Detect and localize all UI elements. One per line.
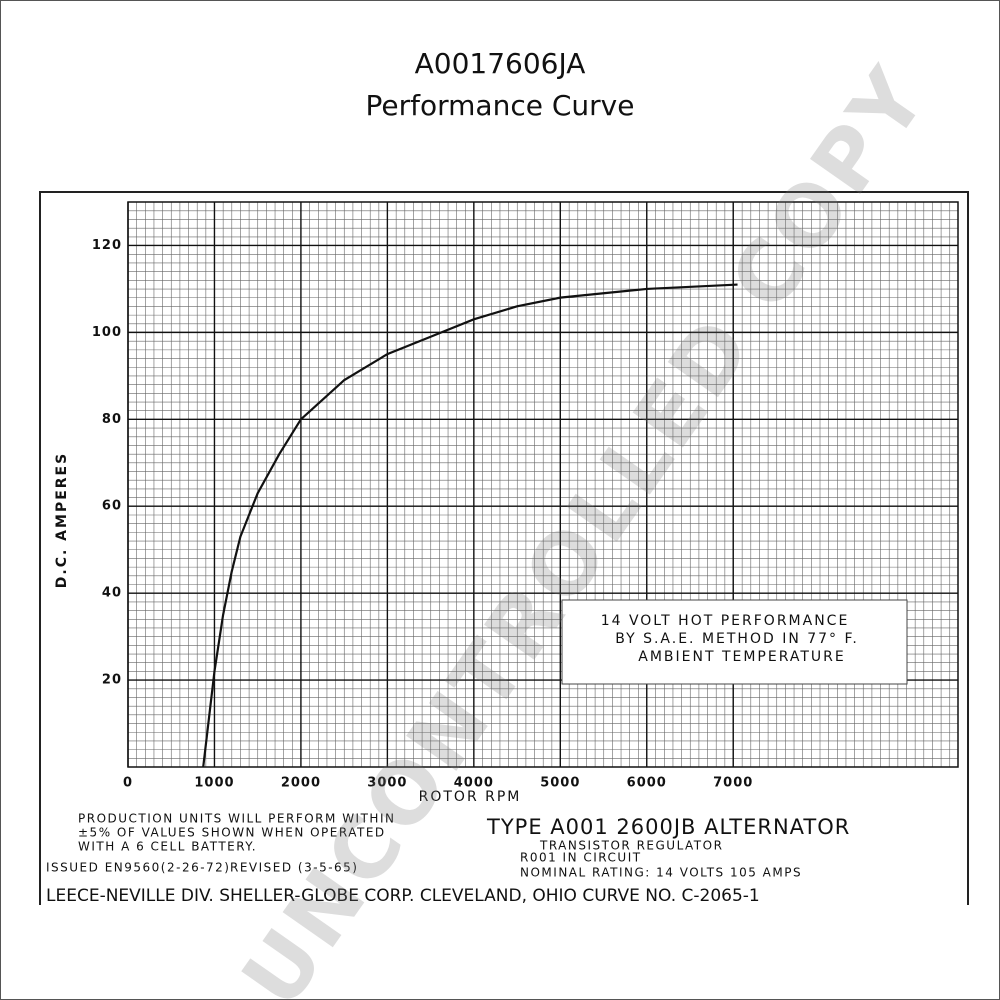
annotation: BY S.A.E. METHOD IN 77° F.	[615, 631, 859, 647]
x-tick-label: 1000	[194, 776, 234, 791]
x-tick-label: 2000	[281, 776, 321, 791]
footer-issued: ISSUED EN9560(2-26-72)	[46, 861, 231, 875]
y-axis-label: D.C. AMPERES	[54, 452, 70, 588]
footer-note: PRODUCTION UNITS WILL PERFORM WITHIN	[78, 812, 395, 826]
footer-note: ±5% OF VALUES SHOWN WHEN OPERATED	[78, 826, 386, 840]
x-axis-label: ROTOR RPM	[419, 789, 522, 805]
x-tick-label: 6000	[627, 776, 667, 791]
footer-rating: NOMINAL RATING: 14 VOLTS 105 AMPS	[520, 866, 802, 880]
x-tick-label: 3000	[367, 776, 407, 791]
y-tick-label: 20	[102, 673, 122, 688]
y-tick-label: 60	[102, 499, 122, 514]
x-tick-label: 4000	[454, 776, 494, 791]
footer-revised: REVISED (3-5-65)	[230, 861, 358, 875]
y-tick-label: 100	[92, 325, 122, 340]
chart-subtitle: Performance Curve	[366, 89, 635, 122]
footer-company: LEECE-NEVILLE DIV. SHELLER-GLOBE CORP. C…	[46, 886, 760, 906]
footer-regulator: R001 IN CIRCUIT	[520, 851, 642, 865]
annotation-box	[561, 599, 908, 685]
y-tick-label: 80	[102, 412, 122, 427]
annotation: AMBIENT TEMPERATURE	[638, 649, 846, 665]
sheet-frame	[39, 191, 969, 905]
footer-regulator: TRANSISTOR REGULATOR	[539, 839, 723, 853]
x-tick-label: 0	[123, 776, 133, 791]
x-tick-label: 7000	[713, 776, 753, 791]
y-tick-label: 40	[102, 586, 122, 601]
footer-type: TYPE A001 2600JB ALTERNATOR	[486, 815, 850, 839]
annotation: 14 VOLT HOT PERFORMANCE	[601, 613, 850, 629]
y-tick-label: 120	[92, 238, 122, 253]
footer-note: WITH A 6 CELL BATTERY.	[78, 840, 257, 854]
x-tick-label: 5000	[540, 776, 580, 791]
chart-title: A0017606JA	[415, 47, 586, 80]
grid-group: 0 1000 2000 3000 4000 5000 6000 7000 20 40 60 80 100…	[92, 201, 959, 791]
performance-curve	[202, 283, 738, 768]
